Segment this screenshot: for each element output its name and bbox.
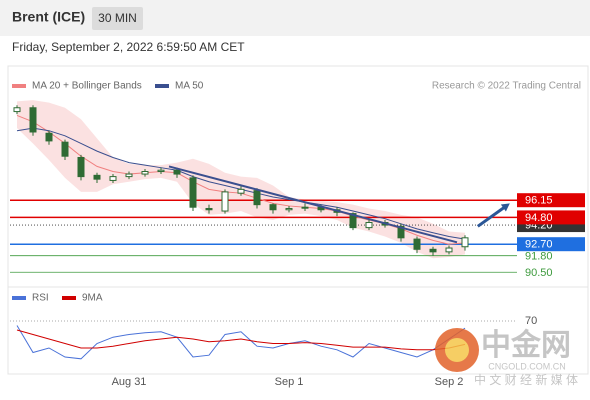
- candle-body: [29, 107, 37, 133]
- rsi-line: [16, 325, 466, 360]
- candle-body: [13, 107, 21, 113]
- watermark-logo: [445, 338, 469, 362]
- legend-label: MA 20 + Bollinger Bands: [32, 81, 142, 92]
- timestamp: Friday, September 2, 2022 6:59:50 AM CET: [12, 40, 245, 54]
- chart-frame: [7, 65, 589, 375]
- level-label: 94.80: [525, 212, 553, 224]
- candle-body: [301, 206, 309, 209]
- candle-body: [253, 190, 261, 206]
- candle-body: [109, 176, 117, 181]
- level-label: 90.50: [525, 267, 553, 279]
- level-label: 96.15: [525, 195, 553, 207]
- candle-body: [157, 169, 165, 173]
- interval-label[interactable]: 30 MIN: [98, 11, 137, 25]
- credit: Research © 2022 Trading Central: [432, 81, 581, 92]
- candle-body: [365, 222, 373, 229]
- header-bar: [0, 0, 590, 36]
- forecast-arrow: [476, 204, 508, 228]
- level-label: 91.80: [525, 251, 553, 263]
- candle-body: [285, 207, 293, 211]
- candle-body: [125, 173, 133, 178]
- level-box: [517, 237, 585, 252]
- candle-body: [445, 247, 453, 253]
- candle-body: [397, 225, 405, 239]
- candle-body: [189, 177, 197, 208]
- instrument-title: Brent (ICE): [12, 9, 85, 25]
- x-tick-label: Sep 2: [435, 376, 464, 388]
- arrow-head: [500, 203, 510, 212]
- candle-body: [77, 156, 85, 178]
- level-box: [517, 193, 585, 208]
- level-box: [517, 210, 585, 225]
- trendline: [168, 165, 458, 244]
- watermark-name: 中金网: [481, 328, 571, 362]
- candle-body: [349, 213, 357, 229]
- level-label: 92.70: [525, 239, 553, 251]
- candle-body: [173, 169, 181, 175]
- legend-label: MA 50: [175, 81, 204, 92]
- legend-label: 9MA: [82, 293, 103, 304]
- watermark-domain: CNGOLD.COM.CN: [488, 361, 566, 371]
- rsi-line: [16, 329, 466, 351]
- candle-body: [93, 174, 101, 180]
- candle-body: [429, 248, 437, 253]
- x-tick-label: Sep 1: [275, 376, 304, 388]
- watermark: 中金网 CNGOLD.COM.CN 中 文 财 经 新 媒 体: [435, 328, 578, 387]
- candle-body: [45, 132, 53, 142]
- x-tick-label: Aug 31: [112, 376, 147, 388]
- candle-body: [141, 171, 149, 175]
- interval-badge[interactable]: [92, 7, 143, 30]
- watermark-tagline: 中 文 财 经 新 媒 体: [474, 372, 578, 387]
- rsi-tick-label: 70: [525, 315, 537, 327]
- candle-body: [221, 191, 229, 212]
- candle-body: [205, 207, 213, 211]
- legend-label: RSI: [32, 293, 49, 304]
- candle-body: [237, 188, 245, 194]
- candle-body: [61, 141, 69, 157]
- candle-body: [461, 237, 469, 248]
- candle-body: [269, 204, 277, 211]
- candle-body: [413, 238, 421, 250]
